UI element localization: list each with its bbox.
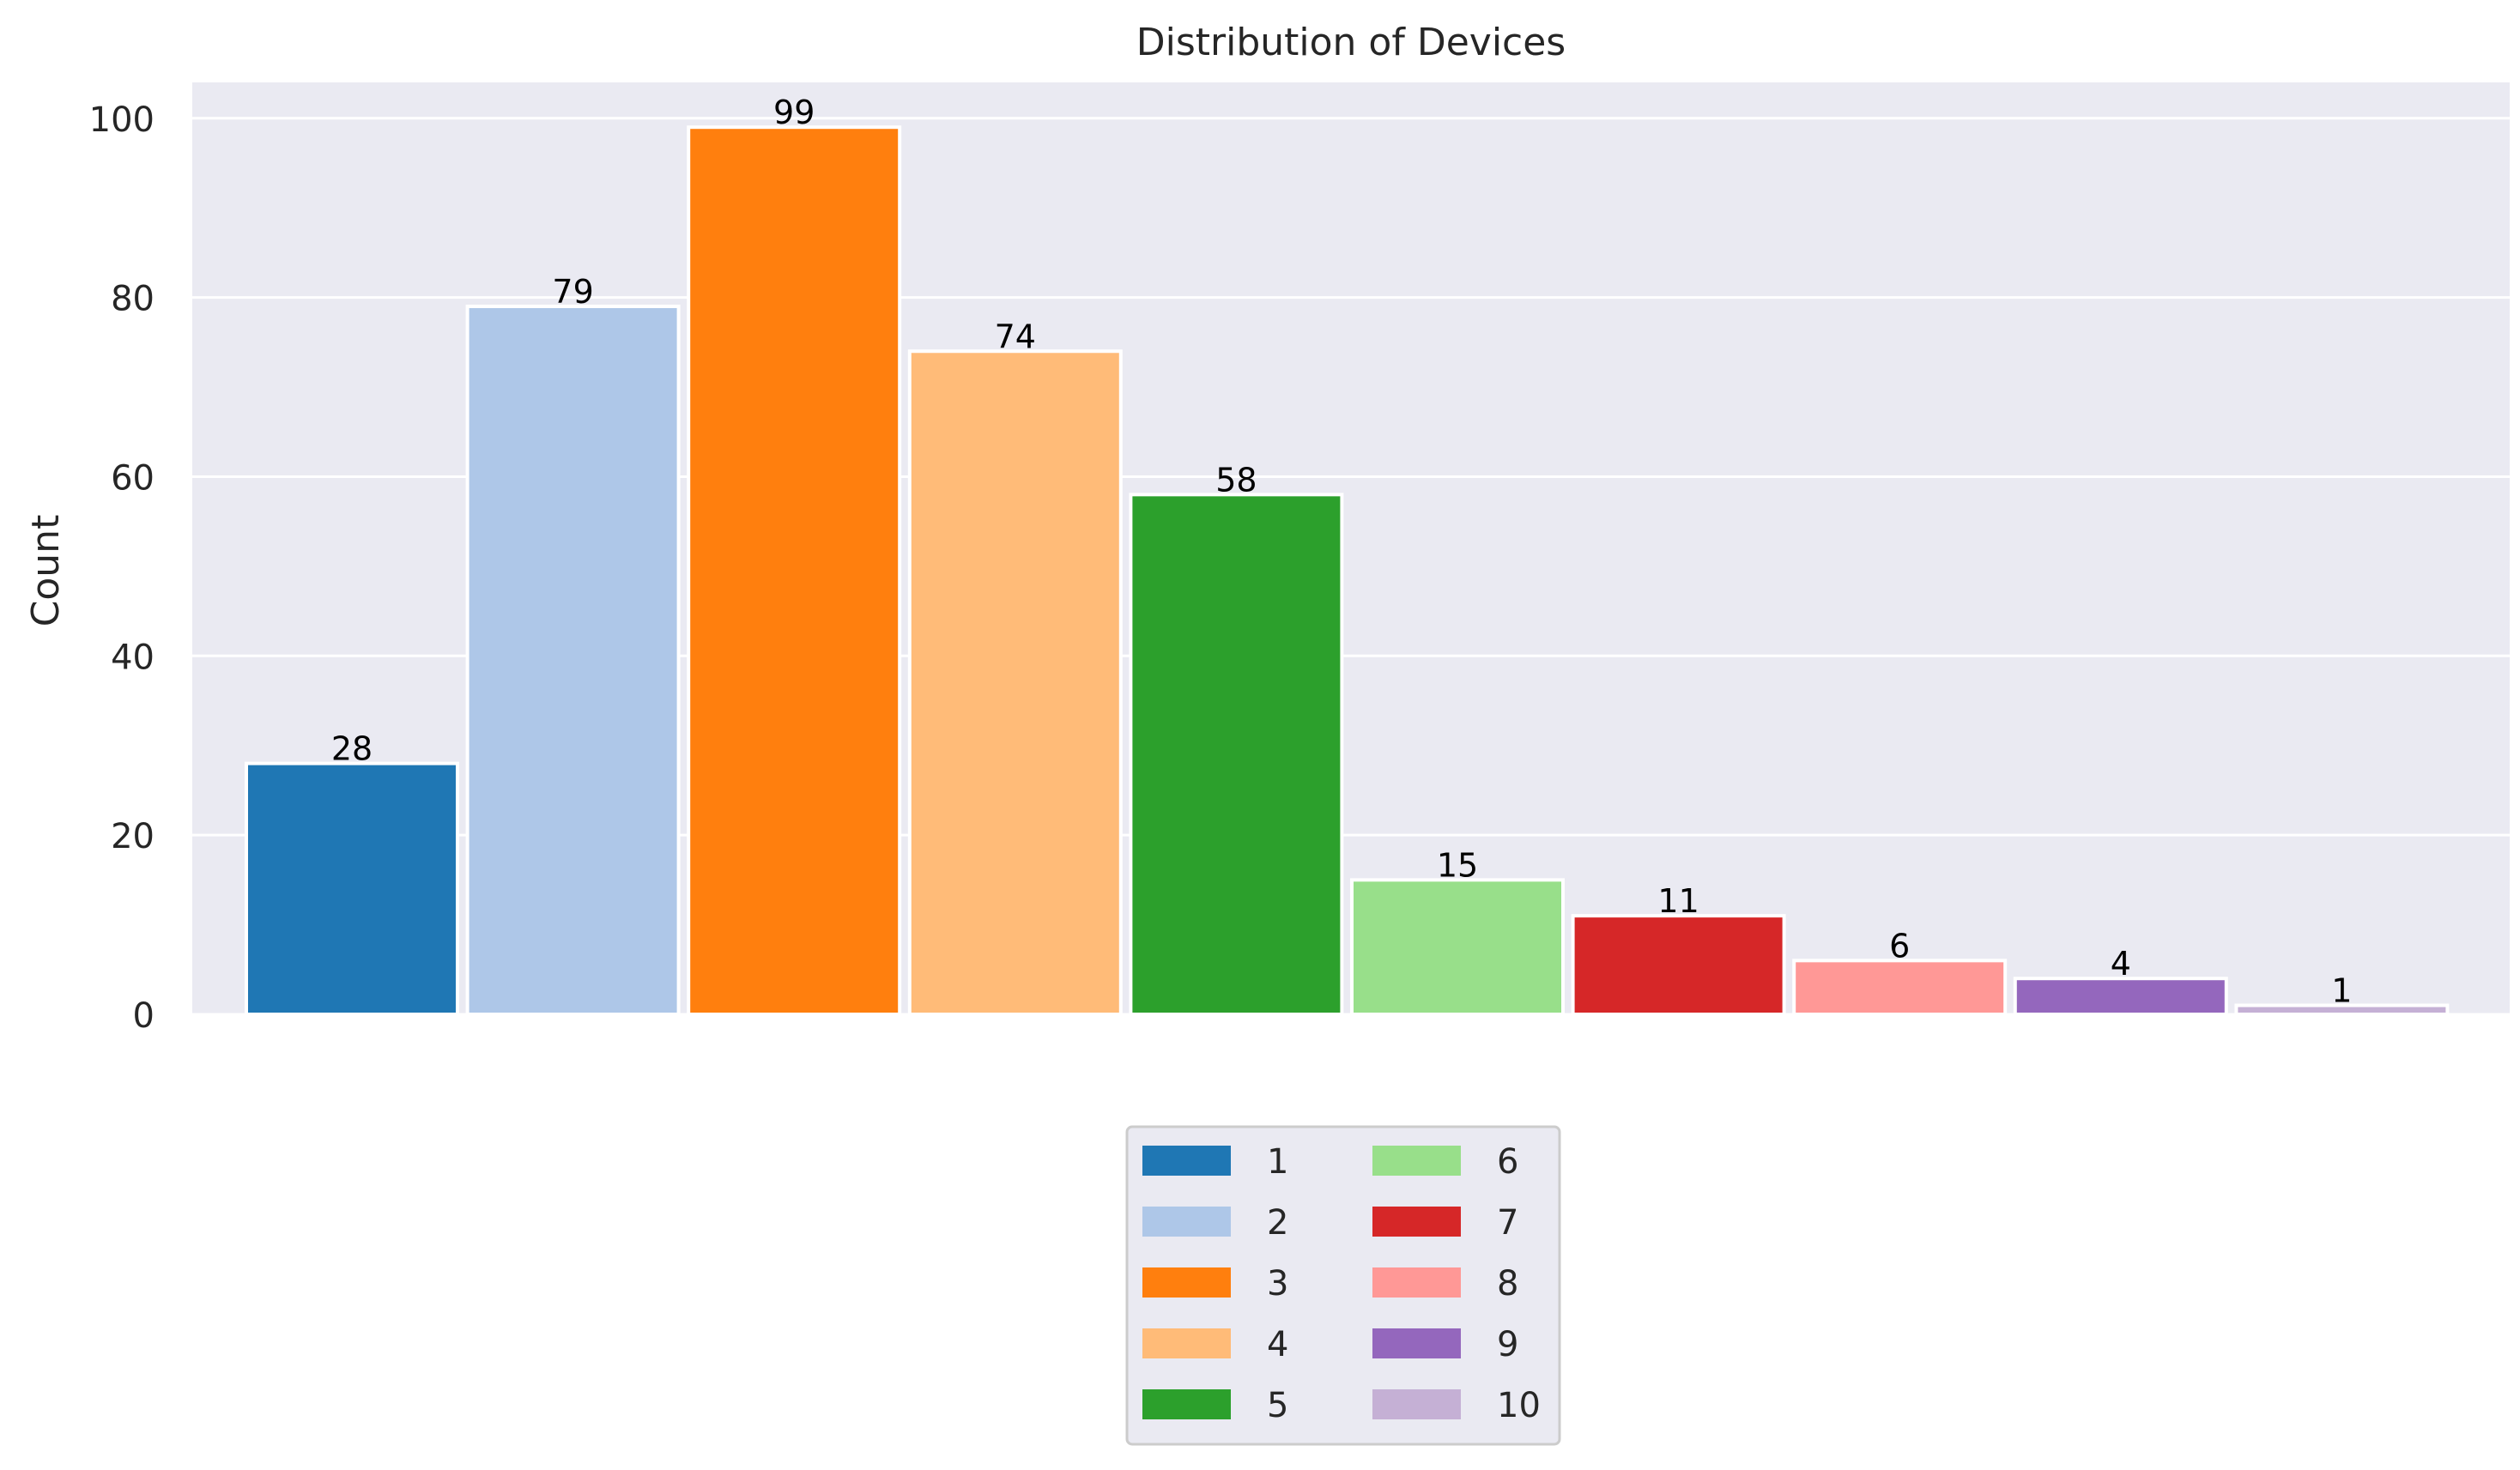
y-tick-label: 60	[111, 458, 154, 498]
bar-4	[907, 349, 1123, 1016]
bar-value-label: 4	[2111, 945, 2131, 983]
bar-5	[1129, 493, 1344, 1016]
bar-value-label: 1	[2331, 972, 2352, 1010]
bar-10	[2234, 1003, 2450, 1017]
y-axis-ticks: 0 20 40 60 80 100	[89, 100, 154, 1036]
legend-label: 6	[1497, 1142, 1518, 1182]
bar-value-label: 6	[1889, 927, 1910, 965]
bar-2	[465, 305, 681, 1016]
bar-value-label: 99	[773, 94, 815, 131]
bar-value-label: 11	[1657, 882, 1699, 920]
legend-label: 4	[1267, 1325, 1288, 1364]
y-axis-label: Count	[24, 515, 68, 627]
legend-swatch	[1372, 1207, 1461, 1237]
legend-swatch	[1142, 1267, 1231, 1298]
legend-label: 9	[1497, 1325, 1518, 1364]
y-tick-label: 80	[111, 280, 154, 319]
bar-6	[1350, 878, 1565, 1016]
legend-swatch	[1142, 1207, 1231, 1237]
bar-labels: 28 79 99 74 58 15 11 6 4 1	[331, 94, 2353, 1009]
y-tick-label: 0	[133, 996, 154, 1036]
y-tick-label: 20	[111, 817, 154, 856]
legend-swatch	[1142, 1328, 1231, 1358]
y-tick-label: 40	[111, 638, 154, 677]
bar-8	[1792, 959, 2008, 1017]
legend-swatch	[1372, 1146, 1461, 1176]
legend-label: 3	[1267, 1264, 1288, 1304]
bar-7	[1571, 914, 1786, 1017]
legend-label: 7	[1497, 1203, 1518, 1243]
legend-label: 2	[1267, 1203, 1288, 1243]
legend-label: 5	[1267, 1386, 1288, 1425]
legend-swatch	[1142, 1146, 1231, 1176]
legend-label: 8	[1497, 1264, 1518, 1304]
legend: 1 2 3 4 5 6 7 8 9 10	[1125, 1125, 1561, 1446]
legend-swatch	[1372, 1267, 1461, 1298]
legend-swatch	[1372, 1328, 1461, 1358]
legend-swatch	[1142, 1389, 1231, 1419]
y-tick-label: 100	[89, 100, 154, 140]
legend-label: 1	[1267, 1142, 1288, 1182]
bar-3	[687, 125, 902, 1016]
bar-value-label: 79	[552, 273, 593, 311]
bar-9	[2013, 977, 2228, 1016]
bar-value-label: 28	[331, 730, 373, 768]
bar-value-label: 58	[1215, 461, 1257, 499]
legend-swatch	[1372, 1389, 1461, 1419]
bar-1	[245, 761, 459, 1016]
legend-label: 10	[1497, 1386, 1541, 1425]
chart-title: Distribution of Devices	[1136, 21, 1566, 64]
bar-value-label: 15	[1437, 846, 1478, 884]
bar-value-label: 74	[995, 318, 1036, 355]
legend-box	[1125, 1125, 1561, 1446]
bars	[245, 125, 2450, 1017]
